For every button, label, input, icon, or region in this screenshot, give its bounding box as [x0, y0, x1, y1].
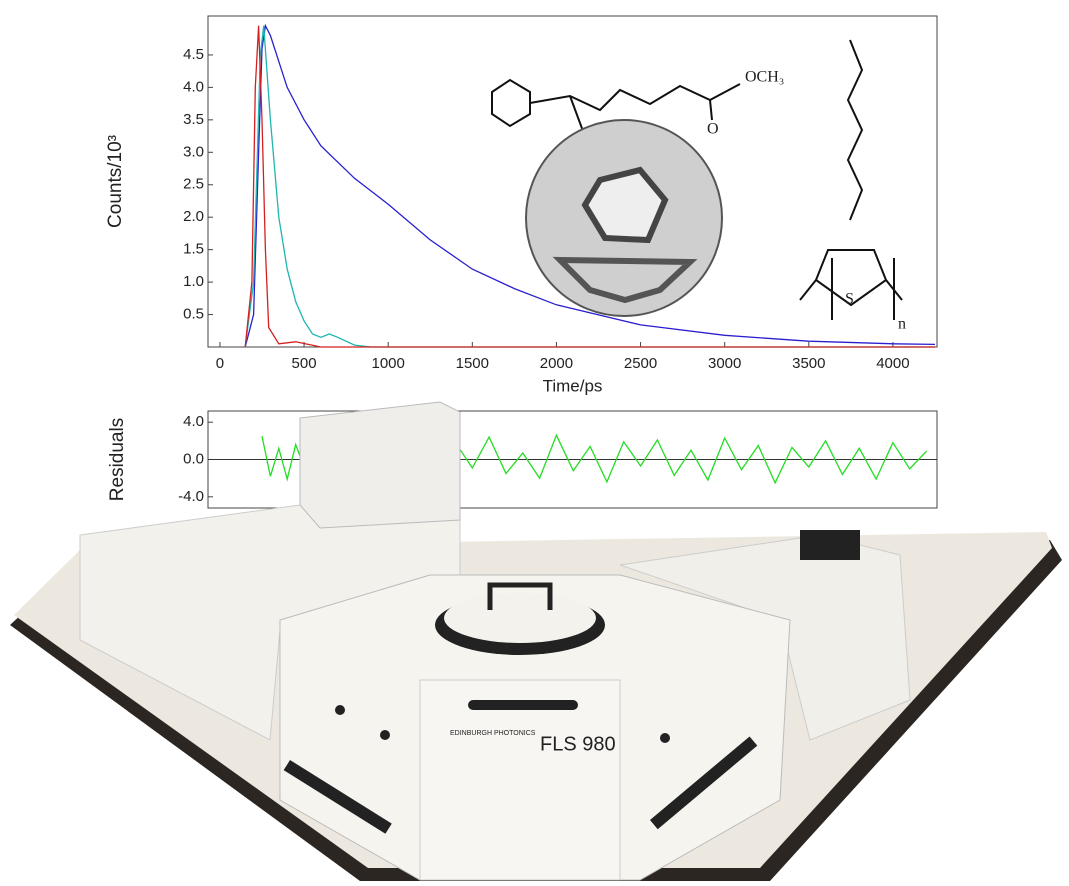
- x-tick-label: 4000: [876, 355, 909, 372]
- x-tick-label: 500: [292, 355, 317, 372]
- y-tick-label: 1.0: [183, 273, 204, 290]
- y-tick-label: 3.0: [183, 143, 204, 160]
- chain: [530, 84, 740, 110]
- annotation: OCH₃: [745, 69, 784, 86]
- annotation: O: [707, 121, 719, 138]
- molecules: [492, 40, 902, 320]
- model: FLS 980: [540, 733, 616, 755]
- y-tick-label: -4.0: [178, 488, 204, 505]
- carbonyl: [710, 100, 712, 120]
- lid: [444, 593, 596, 643]
- slot: [468, 700, 578, 710]
- detector-box: [300, 402, 460, 528]
- annotation: n: [898, 316, 906, 333]
- y-axis-label: Residuals: [107, 418, 128, 501]
- hexyl-chain: [848, 40, 862, 220]
- y-tick-label: 4.5: [183, 46, 204, 63]
- bond: [800, 280, 816, 300]
- x-tick-label: 2500: [624, 355, 657, 372]
- y-tick-label: 0.5: [183, 306, 204, 323]
- port: [335, 705, 345, 715]
- y-tick-label: 0.0: [183, 450, 204, 467]
- y-tick-label: 3.5: [183, 111, 204, 128]
- charts: 0.5 1.0 1.5 2.0 2.5 3.0 3.5 4.0 4.5 0 500 1000 1500 2…: [105, 16, 937, 508]
- y-tick-label: 1.5: [183, 241, 204, 258]
- brackets: [832, 258, 894, 320]
- x-axis-label: Time/ps: [543, 376, 603, 395]
- x-tick-label: 3000: [708, 355, 741, 372]
- y-tick-label: 4.0: [183, 78, 204, 95]
- y-tick-label: 4.0: [183, 413, 204, 430]
- figure: 0.5 1.0 1.5 2.0 2.5 3.0 3.5 4.0 4.5 0 500 1000 1500 2…: [0, 0, 1069, 881]
- y-axis-label: Counts/10³: [105, 135, 126, 228]
- x-tick-label: 1000: [372, 355, 405, 372]
- y-tick-label: 2.0: [183, 208, 204, 225]
- benzene: [492, 80, 530, 126]
- annotation: S: [845, 291, 854, 308]
- x-tick-label: 0: [216, 355, 224, 372]
- x-tick-label: 3500: [792, 355, 825, 372]
- y-tick-label: 2.5: [183, 176, 204, 193]
- port: [380, 730, 390, 740]
- port: [660, 733, 670, 743]
- brand: EDINBURGH PHOTONICS: [450, 730, 536, 737]
- x-tick-label: 1500: [456, 355, 489, 372]
- connector: [800, 530, 860, 560]
- x-tick-label: 2000: [540, 355, 573, 372]
